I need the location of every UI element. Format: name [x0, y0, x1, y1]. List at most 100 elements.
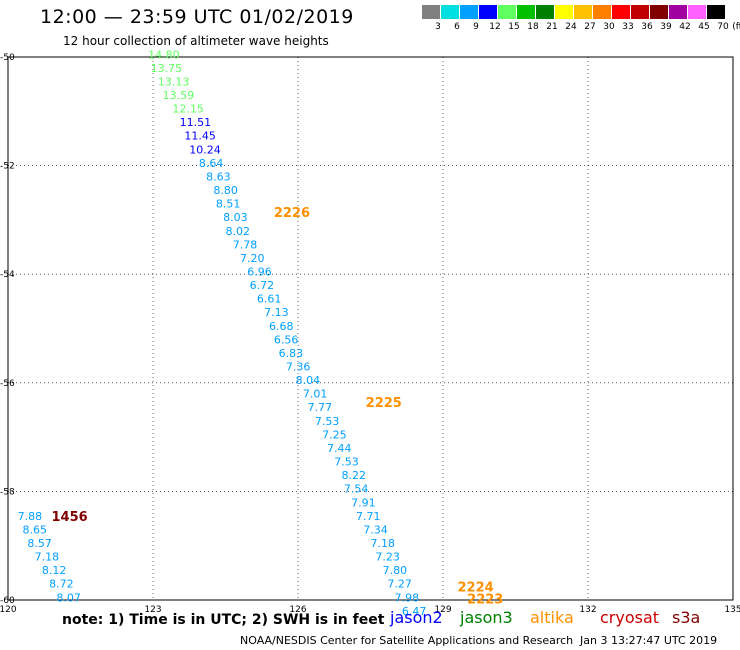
- map-subtitle: 12 hour collection of altimeter wave hei…: [63, 34, 329, 48]
- color-swatch: [555, 5, 573, 19]
- color-scale-label: 15: [508, 22, 520, 32]
- wave-height-value: 7.25: [322, 428, 347, 441]
- color-swatch: [593, 5, 611, 19]
- wave-height-value: 8.51: [216, 198, 241, 211]
- color-swatch: [422, 5, 440, 19]
- color-scale-label: 9: [473, 22, 479, 32]
- color-swatch: [688, 5, 706, 19]
- wave-height-value: 7.18: [35, 551, 60, 564]
- wave-height-value: 7.98: [395, 591, 420, 604]
- wave-height-value: 7.20: [240, 252, 265, 265]
- wave-height-value: 8.57: [27, 537, 52, 550]
- wave-height-value: 8.07: [56, 591, 80, 604]
- wave-height-value: 7.78: [233, 238, 258, 251]
- wave-height-value: 8.02: [226, 225, 251, 238]
- wave-height-value: 11.51: [180, 116, 212, 129]
- wave-height-value: 13.13: [158, 75, 190, 88]
- wave-height-value: 8.65: [23, 523, 48, 536]
- wave-height-value: 7.53: [315, 415, 340, 428]
- wave-height-value: 7.44: [327, 442, 352, 455]
- wave-height-value: 7.88: [18, 510, 42, 523]
- footer-note: note: 1) Time is in UTC; 2) SWH is in fe…: [62, 612, 385, 628]
- latitude-tick-label: -58: [0, 487, 15, 497]
- wave-height-value: 10.24: [189, 143, 221, 156]
- latitude-tick-label: -56: [0, 379, 15, 389]
- wave-height-value: 7.18: [371, 537, 396, 550]
- wave-height-value: 6.72: [250, 279, 275, 292]
- color-scale-unit: (ft): [732, 22, 740, 32]
- color-swatch: [650, 5, 668, 19]
- legend-jason2: jason2: [390, 608, 443, 627]
- legend-s3a: s3a: [672, 608, 701, 627]
- wave-height-value: 7.36: [286, 361, 311, 374]
- longitude-tick-label: 129: [434, 605, 451, 615]
- color-swatch: [707, 5, 725, 19]
- color-swatch: [498, 5, 516, 19]
- legend-cryosat: cryosat: [600, 608, 660, 627]
- longitude-tick-label: 123: [144, 605, 161, 615]
- wave-height-value: 8.03: [223, 211, 248, 224]
- generated-timestamp: Jan 3 13:27:47 UTC 2019: [580, 634, 718, 647]
- longitude-tick-label: 126: [289, 605, 306, 615]
- color-swatch: [460, 5, 478, 19]
- longitude-tick-label: 135: [724, 605, 740, 615]
- color-swatch: [574, 5, 592, 19]
- wave-height-value: 7.54: [344, 483, 369, 496]
- wave-height-value: 6.83: [279, 347, 304, 360]
- wave-height-value: 13.59: [163, 89, 195, 102]
- color-scale-label: 27: [584, 22, 596, 32]
- wave-height-value: 11.45: [184, 130, 216, 143]
- wave-height-value: 7.53: [334, 456, 359, 469]
- color-scale-label: 6: [454, 22, 460, 32]
- wave-height-value: 8.04: [296, 374, 321, 387]
- color-swatch: [669, 5, 687, 19]
- wave-height-value: 7.13: [264, 306, 289, 319]
- color-swatch: [612, 5, 630, 19]
- color-scale-label: 39: [660, 22, 672, 32]
- color-scale-label: 70: [717, 22, 729, 32]
- pass-time-label: 2226: [274, 206, 310, 221]
- wave-height-value: 8.64: [199, 157, 224, 170]
- credit-text: NOAA/NESDIS Center for Satellite Applica…: [240, 634, 574, 647]
- color-scale-label: 30: [603, 22, 615, 32]
- legend-jason3: jason3: [460, 608, 513, 627]
- wave-height-value: 8.72: [49, 578, 73, 591]
- wave-height-value: 7.27: [387, 578, 412, 591]
- color-scale-label: 18: [527, 22, 539, 32]
- wave-height-value: 7.23: [375, 551, 400, 564]
- latitude-tick-label: -52: [0, 162, 15, 172]
- wave-height-value: 8.12: [42, 564, 66, 577]
- wave-height-value: 13.75: [151, 62, 183, 75]
- wave-height-value: 7.71: [356, 510, 381, 523]
- wave-height-value: 8.80: [213, 184, 238, 197]
- wave-height-value: 6.61: [257, 293, 282, 306]
- map-frame: [7, 56, 734, 601]
- latitude-tick-label: -50: [0, 53, 15, 63]
- color-swatch: [479, 5, 497, 19]
- pass-time-label: 1456: [52, 510, 88, 525]
- color-scale-label: 36: [641, 22, 653, 32]
- pass-time-label: 2224: [458, 580, 494, 595]
- pass-time-label: 2223: [467, 592, 503, 607]
- wave-height-value: 14.80: [148, 48, 180, 61]
- wave-height-value: 7.80: [383, 564, 408, 577]
- color-swatch: [631, 5, 649, 19]
- longitude-tick-label: 132: [579, 605, 596, 615]
- wave-height-value: 12.15: [172, 103, 204, 116]
- wave-height-value: 8.22: [342, 469, 367, 482]
- color-scale-label: 12: [489, 22, 501, 32]
- color-scale-label: 33: [622, 22, 634, 32]
- wave-height-value: 7.91: [351, 496, 376, 509]
- latitude-tick-label: -60: [0, 596, 15, 606]
- wave-height-value: 6.56: [274, 333, 299, 346]
- color-scale-label: 21: [546, 22, 558, 32]
- wave-height-value: 6.96: [247, 265, 272, 278]
- wave-height-value: 7.01: [303, 388, 328, 401]
- pass-time-label: 2225: [366, 396, 402, 411]
- wave-height-value: 6.68: [269, 320, 294, 333]
- wave-height-value: 7.77: [308, 401, 333, 414]
- legend-altika: altika: [530, 608, 574, 627]
- wave-height-value: 8.63: [206, 170, 231, 183]
